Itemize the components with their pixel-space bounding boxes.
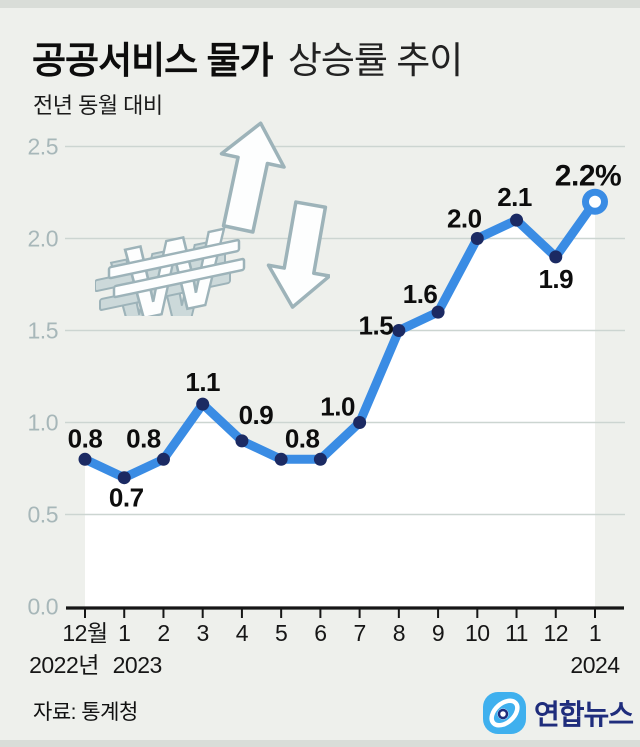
data-label: 1.5 <box>359 311 394 341</box>
data-label: 0.9 <box>239 400 274 430</box>
data-point <box>156 452 170 466</box>
x-tick-label: 7 <box>353 620 365 646</box>
yonhap-logo: 연합뉴스 <box>482 690 634 736</box>
x-tick-label: 5 <box>275 620 287 646</box>
up-arrow-icon <box>219 121 286 234</box>
data-label: 1.0 <box>320 392 355 422</box>
x-tick-label: 1 <box>118 620 130 646</box>
data-point <box>117 471 131 485</box>
data-label: 0.8 <box>68 423 103 453</box>
title-rest: 상승률 추이 <box>287 40 463 81</box>
x-tick-label: 6 <box>314 620 326 646</box>
x-tick-label: 12월 <box>62 620 107 646</box>
data-point <box>274 452 288 466</box>
data-label: 1.6 <box>403 279 438 309</box>
data-label: 1.1 <box>185 367 220 397</box>
data-point <box>431 305 445 319</box>
data-point <box>235 434 249 448</box>
x-tick-label: 8 <box>393 620 405 646</box>
x-tick-label: 3 <box>197 620 209 646</box>
x-tick-label: 4 <box>236 620 249 646</box>
data-label-current: 2.2% <box>555 160 621 193</box>
data-point <box>549 250 563 264</box>
bottom-border-strip <box>0 740 640 747</box>
data-point <box>313 452 327 466</box>
won-arrows-illustration: W <box>95 121 330 316</box>
x-tick-label: 10 <box>465 620 490 646</box>
x-tick-label: 12 <box>543 620 568 646</box>
x-tick-label: 9 <box>432 620 444 646</box>
top-border-strip <box>0 0 640 8</box>
year-label: 2022년 <box>29 652 99 678</box>
x-tick-label: 11 <box>505 620 528 646</box>
data-point <box>78 452 92 466</box>
year-label: 2023 <box>113 652 162 678</box>
data-point <box>353 416 367 429</box>
y-tick-label: 2.5 <box>28 134 58 160</box>
data-point <box>510 213 524 227</box>
chart-subtitle: 전년 동월 대비 <box>33 93 163 118</box>
data-label: 2.0 <box>447 204 482 234</box>
yonhap-logo-text: 연합뉴스 <box>534 699 634 730</box>
y-tick-label: 1.5 <box>28 318 58 344</box>
page-title: 공공서비스 물가 상승률 추이 <box>32 30 463 84</box>
title-emphasis: 공공서비스 물가 <box>32 40 274 81</box>
year-label: 2024 <box>570 652 620 678</box>
data-label: 0.8 <box>126 423 161 453</box>
data-point-current <box>582 188 608 215</box>
yonhap-logo-icon <box>483 692 526 734</box>
down-arrow-icon <box>266 200 330 309</box>
data-point <box>470 232 484 245</box>
data-label: 0.8 <box>285 423 320 453</box>
x-tick-label: 1 <box>589 620 601 646</box>
data-label: 2.1 <box>497 182 532 212</box>
x-tick-label: 2 <box>157 620 169 646</box>
area-fill <box>85 201 595 607</box>
data-label: 0.7 <box>109 483 144 513</box>
y-tick-label: 1.0 <box>28 410 58 436</box>
trend-line <box>80 197 600 483</box>
source-credit: 자료: 통계청 <box>33 701 138 724</box>
y-tick-label: 0.0 <box>28 594 58 620</box>
y-tick-label: 0.5 <box>28 502 58 528</box>
data-point <box>196 397 210 411</box>
data-label: 1.9 <box>538 264 573 294</box>
won-symbol <box>95 201 246 316</box>
data-point <box>392 324 406 337</box>
y-tick-label: 2.0 <box>28 226 58 252</box>
